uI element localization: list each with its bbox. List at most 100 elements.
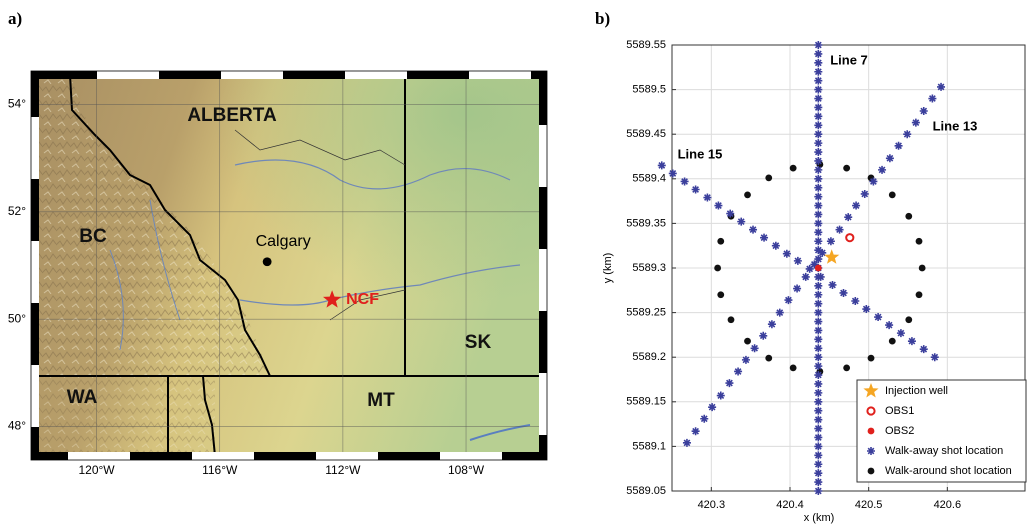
- marker-asterisk: [814, 139, 822, 147]
- marker-asterisk: [814, 353, 822, 361]
- point-label: Calgary: [256, 233, 311, 250]
- marker-dot: [728, 316, 735, 323]
- marker-asterisk: [683, 439, 691, 447]
- marker-dot: [765, 355, 772, 362]
- marker-asterisk: [751, 344, 759, 352]
- y-tick-label: 50°: [8, 311, 26, 325]
- annotation: Line 15: [678, 146, 723, 161]
- x-tick-label: 112°W: [325, 463, 361, 477]
- legend-label: Walk-around shot location: [885, 465, 1012, 477]
- annotation: Line 7: [830, 52, 868, 67]
- marker-dot: [916, 291, 923, 298]
- marker-dot: [263, 257, 272, 266]
- marker-asterisk: [814, 469, 822, 477]
- marker-asterisk: [908, 337, 916, 345]
- marker-asterisk: [742, 356, 750, 364]
- marker-asterisk: [814, 442, 822, 450]
- y-tick-label: 5589.5: [632, 84, 666, 96]
- marker-asterisk: [700, 415, 708, 423]
- marker-asterisk: [814, 41, 822, 49]
- marker-dot: [815, 265, 822, 272]
- region-label: SK: [465, 332, 492, 353]
- marker-asterisk: [886, 154, 894, 162]
- x-tick-label: 120°W: [78, 463, 115, 477]
- panel-label: b): [595, 9, 610, 28]
- y-tick-label: 5589.35: [626, 217, 666, 229]
- x-tick-label: 420.3: [698, 499, 726, 511]
- marker-asterisk: [794, 257, 802, 265]
- x-tick-label: 420.5: [855, 499, 883, 511]
- marker-asterisk: [814, 95, 822, 103]
- mountains: [35, 376, 215, 456]
- marker-asterisk: [814, 121, 822, 129]
- marker-asterisk: [814, 326, 822, 334]
- x-axis-label: x (km): [804, 512, 835, 524]
- marker-asterisk: [814, 451, 822, 459]
- marker-asterisk: [802, 273, 810, 281]
- marker-asterisk: [912, 119, 920, 127]
- marker-asterisk: [903, 130, 911, 138]
- marker-asterisk: [692, 186, 700, 194]
- marker-asterisk: [814, 335, 822, 343]
- marker-asterisk: [814, 130, 822, 138]
- marker-asterisk: [692, 427, 700, 435]
- y-tick-label: 48°: [8, 419, 26, 433]
- marker-asterisk: [852, 202, 860, 210]
- marker-asterisk: [768, 320, 776, 328]
- point-label: NCF: [346, 291, 379, 308]
- marker-asterisk: [814, 425, 822, 433]
- marker-asterisk: [734, 367, 742, 375]
- y-tick-label: 5589.45: [626, 128, 666, 140]
- marker-asterisk: [708, 403, 716, 411]
- marker-dot: [790, 165, 797, 172]
- marker-asterisk: [806, 265, 814, 273]
- annotation: Line 13: [933, 118, 978, 133]
- y-tick-label: 5589.05: [626, 485, 666, 497]
- marker-asterisk: [814, 228, 822, 236]
- marker-dot: [905, 316, 912, 323]
- marker-asterisk: [897, 329, 905, 337]
- region-label: WA: [67, 387, 98, 408]
- marker-dot: [868, 355, 875, 362]
- region-label: ALBERTA: [187, 105, 277, 126]
- marker-dot: [765, 175, 772, 182]
- x-tick-label: 116°W: [202, 463, 238, 477]
- y-tick-label: 52°: [8, 204, 26, 218]
- marker-asterisk: [818, 249, 826, 257]
- marker-asterisk: [814, 291, 822, 299]
- marker-asterisk: [814, 309, 822, 317]
- marker-asterisk: [814, 175, 822, 183]
- marker-asterisk: [814, 157, 822, 165]
- marker-asterisk: [814, 300, 822, 308]
- marker-asterisk: [814, 103, 822, 111]
- marker-dot: [905, 213, 912, 220]
- marker-asterisk: [920, 345, 928, 353]
- marker-asterisk: [814, 237, 822, 245]
- y-tick-label: 5589.4: [632, 173, 666, 185]
- marker-asterisk: [726, 210, 734, 218]
- y-tick-label: 5589.1: [632, 440, 666, 452]
- region-label: MT: [367, 390, 395, 411]
- marker-asterisk: [814, 193, 822, 201]
- marker-asterisk: [717, 392, 725, 400]
- marker-asterisk: [814, 282, 822, 290]
- marker-asterisk: [920, 107, 928, 115]
- marker-asterisk: [814, 166, 822, 174]
- marker-asterisk: [814, 219, 822, 227]
- marker-dot: [889, 338, 896, 345]
- marker-asterisk: [814, 184, 822, 192]
- marker-dot: [744, 338, 751, 345]
- marker-asterisk: [814, 362, 822, 370]
- marker-asterisk: [814, 59, 822, 67]
- marker-asterisk: [814, 255, 822, 263]
- marker-asterisk: [814, 371, 822, 379]
- marker-asterisk: [814, 460, 822, 468]
- y-tick-label: 5589.15: [626, 396, 666, 408]
- marker-asterisk: [658, 161, 666, 169]
- x-tick-label: 420.6: [934, 499, 962, 511]
- marker-asterisk: [814, 380, 822, 388]
- marker-asterisk: [681, 177, 689, 185]
- y-tick-label: 54°: [8, 97, 26, 111]
- marker-asterisk: [885, 321, 893, 329]
- panel-label: a): [8, 9, 22, 28]
